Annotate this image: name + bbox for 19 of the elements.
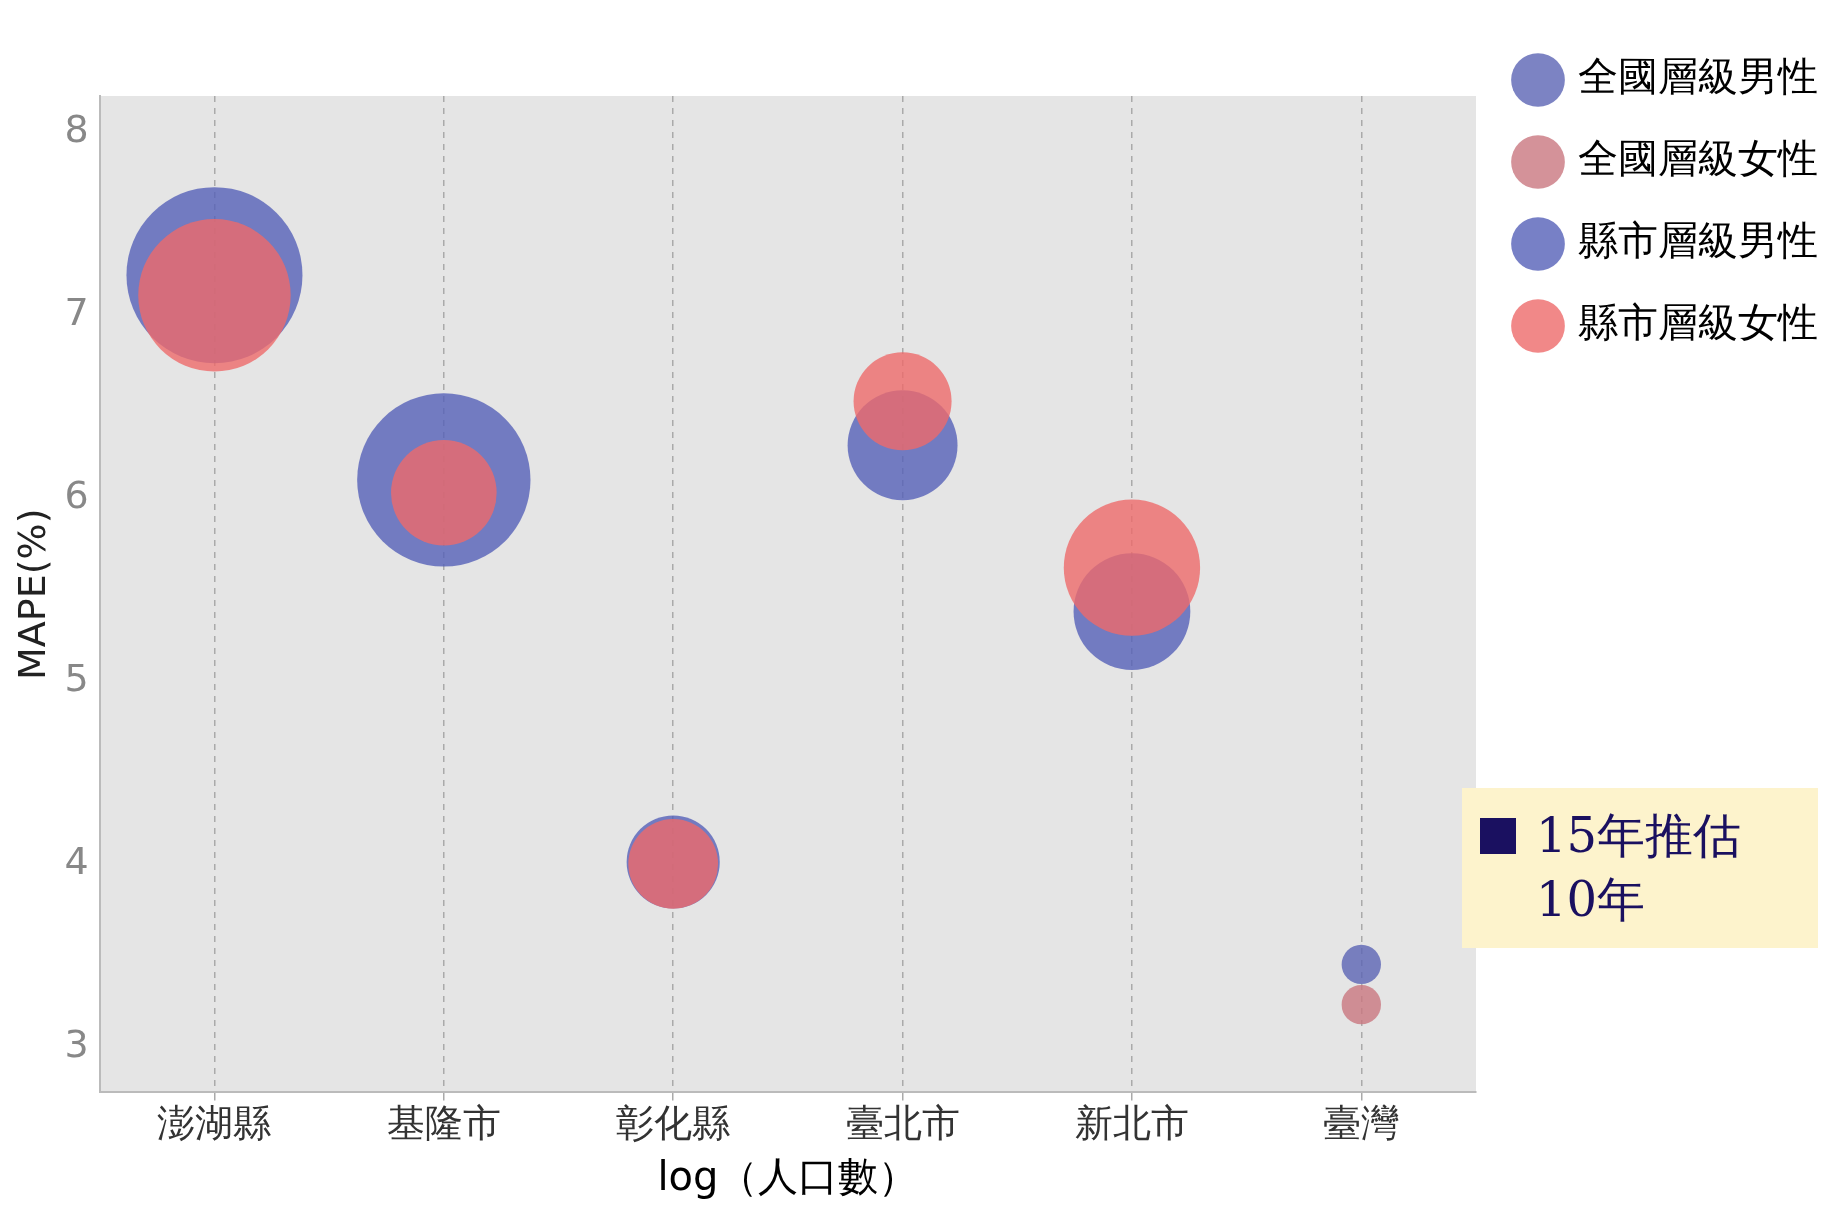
y-tick-label: 5 <box>64 655 89 700</box>
x-tick-label: 基隆市 <box>386 1101 501 1146</box>
y-tick-label: 7 <box>64 290 89 335</box>
y-tick-label: 6 <box>64 473 89 518</box>
y-axis-title: MAPE(%) <box>9 508 54 680</box>
y-tick-label: 4 <box>64 838 89 883</box>
x-tick-label: 臺北市 <box>845 1101 960 1146</box>
legend-label: 縣市層級女性 <box>1578 299 1818 346</box>
legend-label: 全國層級女性 <box>1578 135 1818 182</box>
x-tick-label: 新北市 <box>1074 1101 1189 1146</box>
x-tick-label: 彰化縣 <box>616 1101 731 1146</box>
x-axis-title: log（人口數） <box>657 1153 919 1200</box>
text: 15年推估10年 <box>1536 806 1743 929</box>
y-tick-label: 8 <box>64 107 89 152</box>
x-tick-label: 臺灣 <box>1323 1101 1400 1146</box>
legend-label: 縣市層級男性 <box>1578 217 1818 264</box>
y-tick-label: 3 <box>64 1021 89 1066</box>
legend-label: 全國層級男性 <box>1578 53 1818 100</box>
x-tick-label: 澎湖縣 <box>157 1101 272 1146</box>
